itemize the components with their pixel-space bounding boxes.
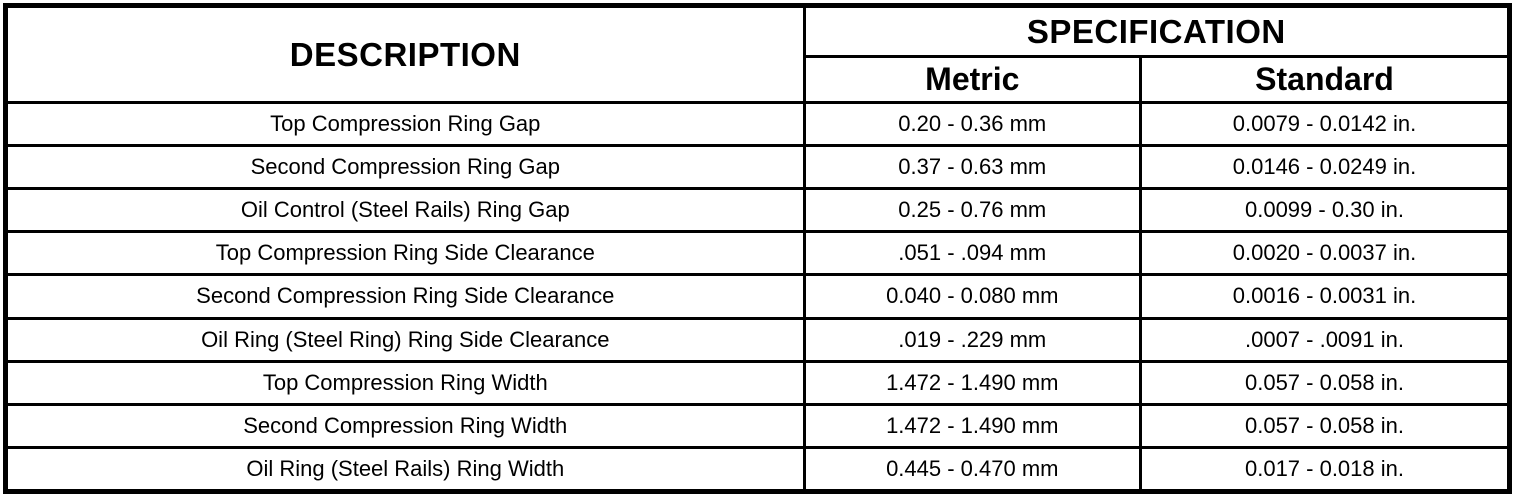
table-row: Top Compression Ring Gap 0.20 - 0.36 mm 0.… (5, 100, 1510, 148)
header-row-main: DESCRIPTION SPECIFICATION (5, 5, 1511, 104)
description-cell: Oil Control (Steel Rails) Ring Gap (5, 187, 806, 234)
standard-cell: 0.0079 - 0.0142 in. (1139, 100, 1510, 148)
table-row: Oil Control (Steel Rails) Ring Gap 0.25 -… (5, 187, 1510, 234)
standard-cell: 0.057 - 0.058 in. (1139, 359, 1510, 406)
description-cell: Oil Ring (Steel Ring) Ring Side Clearanc… (5, 316, 806, 363)
column-header-specification: SPECIFICATION (802, 5, 1511, 58)
metric-cell: 0.20 - 0.36 mm (802, 100, 1143, 148)
table-outer-border: DESCRIPTION SPECIFICATION Metric Standar… (3, 3, 1512, 494)
table-row: Second Compression Ring Side Clearance 0.… (5, 273, 1510, 320)
header-row-sub: Metric Standard (7, 55, 1510, 104)
metric-cell: .051 - .094 mm (802, 230, 1143, 277)
description-cell: Top Compression Ring Side Clearance (5, 230, 806, 277)
standard-cell: 0.0146 - 0.0249 in. (1139, 144, 1510, 191)
standard-cell: 0.057 - 0.058 in. (1139, 402, 1510, 449)
table-row: Second Compression Ring Gap 0.37 - 0.63 m… (5, 144, 1510, 191)
table-row: Top Compression Ring Width 1.472 - 1.490 … (5, 359, 1510, 406)
metric-cell: 1.472 - 1.490 mm (802, 402, 1143, 449)
description-cell: Second Compression Ring Side Clearance (5, 273, 806, 320)
column-header-metric: Metric (802, 55, 1143, 104)
standard-cell: .0007 - .0091 in. (1139, 316, 1510, 363)
description-cell: Second Compression Ring Gap (5, 144, 806, 191)
description-cell: Top Compression Ring Width (5, 359, 806, 406)
metric-cell: 0.040 - 0.080 mm (802, 273, 1143, 320)
specification-table: DESCRIPTION SPECIFICATION Metric Standar… (5, 5, 1511, 493)
table-row: Oil Ring (Steel Rails) Ring Width 0.445 -… (5, 445, 1510, 493)
description-cell: Top Compression Ring Gap (5, 100, 806, 148)
column-header-description: DESCRIPTION (5, 5, 806, 104)
table-row: Second Compression Ring Width 1.472 - 1.4… (5, 402, 1510, 449)
description-cell: Oil Ring (Steel Rails) Ring Width (5, 445, 806, 493)
column-header-standard: Standard (1139, 55, 1510, 104)
standard-cell: 0.0016 - 0.0031 in. (1139, 273, 1510, 320)
standard-cell: 0.0099 - 0.30 in. (1139, 187, 1510, 234)
metric-cell: 0.25 - 0.76 mm (802, 187, 1143, 234)
metric-cell: 0.37 - 0.63 mm (802, 144, 1143, 191)
spec-table-body: Top Compression Ring Gap 0.20 - 0.36 mm 0.… (5, 100, 1510, 493)
description-cell: Second Compression Ring Width (5, 402, 806, 449)
table-header: DESCRIPTION SPECIFICATION Metric Standar… (5, 5, 1511, 104)
metric-cell: .019 - .229 mm (802, 316, 1143, 363)
table-row: Top Compression Ring Side Clearance .051 … (5, 230, 1510, 277)
standard-cell: 0.017 - 0.018 in. (1139, 445, 1510, 493)
standard-cell: 0.0020 - 0.0037 in. (1139, 230, 1510, 277)
metric-cell: 0.445 - 0.470 mm (802, 445, 1143, 493)
table-row: Oil Ring (Steel Ring) Ring Side Clearanc… (5, 316, 1510, 363)
metric-cell: 1.472 - 1.490 mm (802, 359, 1143, 406)
